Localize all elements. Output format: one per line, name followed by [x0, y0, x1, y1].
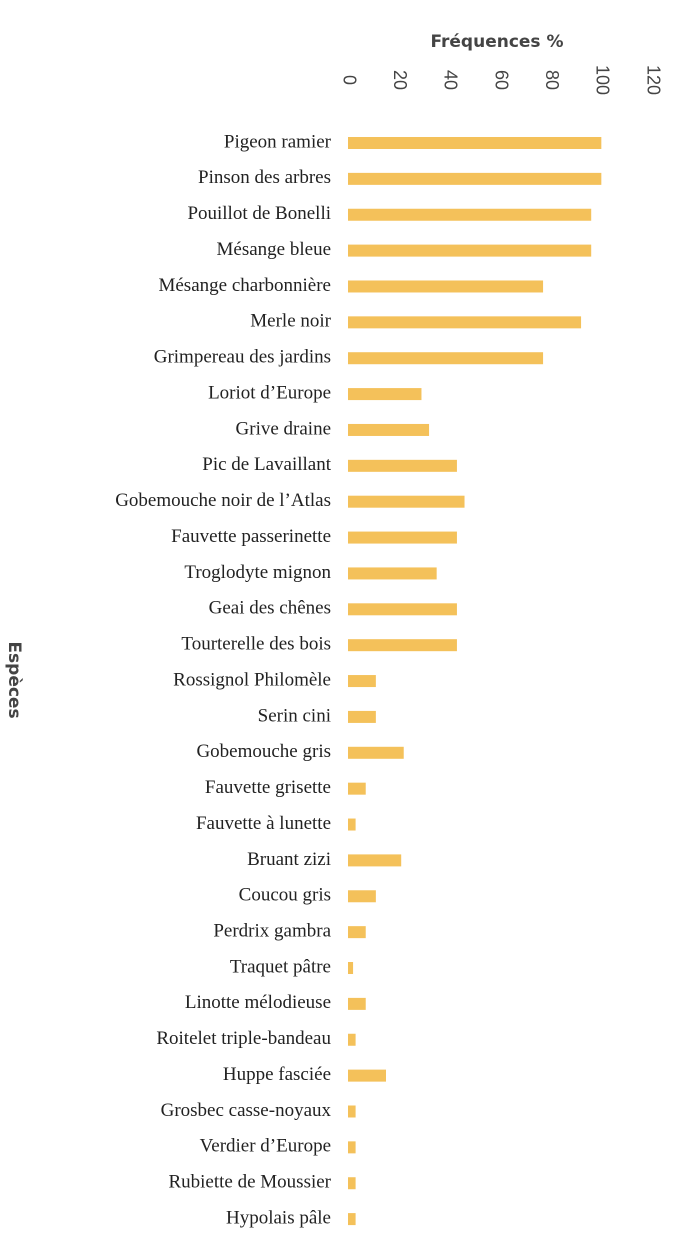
bar — [348, 675, 376, 688]
y-tick-label: Grosbec casse-noyaux — [161, 1100, 332, 1121]
y-tick-label: Fauvette grisette — [205, 777, 331, 798]
x-tick-label: 80 — [542, 70, 562, 90]
y-tick-label: Troglodyte mignon — [184, 562, 331, 583]
y-tick-label: Traquet pâtre — [230, 956, 331, 977]
bar — [348, 1141, 356, 1154]
y-tick-label: Hypolais pâle — [226, 1207, 331, 1228]
x-tick-label: 40 — [441, 70, 461, 90]
y-tick-label: Pouillot de Bonelli — [187, 203, 331, 224]
y-tick-label: Rossignol Philomèle — [173, 669, 331, 690]
bar — [348, 1033, 356, 1046]
y-tick-label: Fauvette passerinette — [171, 526, 331, 547]
bar — [348, 352, 544, 365]
y-tick-label: Grive draine — [236, 418, 331, 439]
bar — [348, 997, 366, 1010]
bar — [348, 1213, 356, 1226]
y-tick-label: Bruant zizi — [247, 849, 331, 870]
x-tick-label: 0 — [339, 75, 359, 85]
bar — [348, 137, 602, 149]
y-tick-label: Pic de Lavaillant — [202, 454, 331, 475]
y-tick-label: Loriot d’Europe — [208, 382, 331, 403]
bar — [348, 782, 366, 795]
y-tick-label: Coucou gris — [239, 885, 331, 906]
y-tick-label: Merle noir — [250, 311, 331, 332]
x-tick-label: 20 — [390, 70, 410, 90]
bar — [348, 639, 457, 652]
x-tick-label: 100 — [593, 65, 613, 95]
y-tick-label: Mésange bleue — [217, 239, 331, 260]
y-tick-label: Geai des chênes — [209, 598, 331, 619]
y-tick-label: Verdier d’Europe — [200, 1136, 331, 1157]
x-axis-title: Fréquences % — [430, 32, 563, 52]
y-tick-label: Mésange charbonnière — [158, 275, 331, 296]
y-tick-label: Fauvette à lunette — [196, 813, 331, 834]
y-tick-label: Rubiette de Moussier — [168, 1172, 331, 1193]
y-tick-label: Pinson des arbres — [198, 167, 331, 188]
y-tick-label: Roitelet triple-bandeau — [156, 1028, 331, 1049]
bar — [348, 818, 356, 831]
y-tick-label: Grimpereau des jardins — [154, 347, 331, 368]
bar — [348, 567, 437, 580]
bar — [348, 172, 602, 185]
x-tick-label: 60 — [491, 70, 511, 90]
bar — [348, 710, 376, 723]
y-tick-label: Pigeon ramier — [224, 131, 332, 152]
bar — [348, 890, 376, 903]
bar — [348, 603, 457, 616]
y-tick-label: Huppe fasciée — [223, 1064, 331, 1085]
bar — [348, 495, 465, 508]
bar — [348, 208, 592, 221]
bar — [348, 1177, 356, 1190]
y-tick-label: Serin cini — [258, 705, 331, 726]
x-tick-label: 120 — [643, 65, 663, 95]
bar — [348, 1069, 386, 1082]
y-tick-label: Tourterelle des bois — [181, 634, 331, 655]
bar — [348, 746, 404, 759]
bar — [348, 926, 366, 939]
bar — [348, 531, 457, 544]
y-tick-label: Perdrix gambra — [213, 920, 331, 941]
y-tick-label: Linotte mélodieuse — [185, 992, 331, 1013]
bar — [348, 316, 582, 329]
y-axis-title: Espèces — [4, 641, 24, 718]
bar — [348, 423, 430, 436]
bar — [348, 854, 402, 867]
bar — [348, 459, 457, 472]
bar — [348, 280, 544, 293]
bar — [348, 962, 354, 975]
bar — [348, 388, 422, 401]
y-tick-label: Gobemouche gris — [196, 741, 331, 762]
bar — [348, 244, 592, 257]
y-tick-label: Gobemouche noir de l’Atlas — [115, 490, 331, 511]
bar — [348, 1105, 356, 1118]
